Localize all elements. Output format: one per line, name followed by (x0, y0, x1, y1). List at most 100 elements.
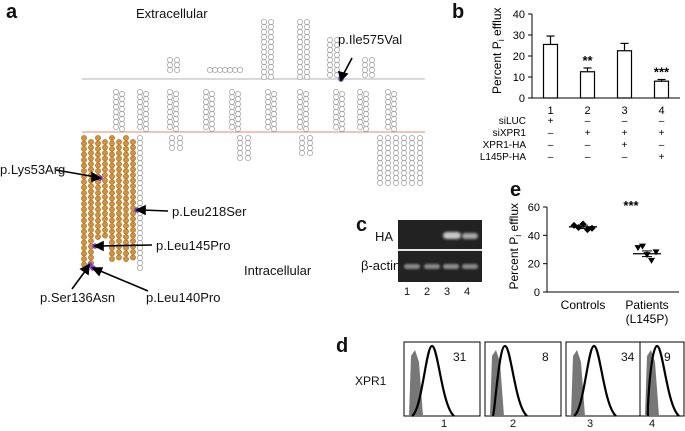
residue-nterm (88, 221, 94, 228)
residue-tm (363, 91, 369, 97)
residue-nterm (88, 188, 94, 195)
residue-tm (303, 121, 309, 127)
flow-lane-1: 1 (441, 418, 448, 430)
residue-nterm (130, 221, 136, 228)
residue-loop (177, 135, 183, 141)
residue-nterm (130, 144, 136, 151)
residue-tm (203, 89, 209, 95)
b-category-label: 4 (658, 105, 664, 117)
residue-loop (261, 59, 267, 65)
residue-tm (167, 104, 173, 110)
residue-nterm (81, 179, 87, 185)
residue-loop (237, 150, 243, 156)
residue-nterm (123, 217, 129, 224)
residue-loop (393, 175, 399, 181)
residue-nterm (123, 184, 129, 191)
residue-tm (363, 116, 369, 122)
flow-xpr1-curve (646, 344, 680, 417)
residue-loop (401, 180, 407, 186)
residue-tm (143, 121, 149, 127)
residue-nterm (102, 194, 108, 200)
residue-tm (297, 94, 303, 100)
residue-tm (235, 121, 241, 127)
residue-nterm (102, 166, 108, 173)
residue-loop (167, 67, 173, 73)
residue-nterm (95, 223, 101, 229)
residue-nterm (109, 234, 115, 240)
residue-nterm (123, 212, 129, 218)
residue-nterm (116, 166, 122, 173)
residue-tm (357, 119, 363, 125)
residue-nterm (116, 177, 122, 184)
residue-loop (401, 145, 407, 151)
residue-tm (143, 91, 149, 97)
residue-tm (209, 116, 215, 122)
b-condition-mark: – (585, 116, 591, 127)
residue-nterm (123, 162, 129, 169)
b-condition-mark: – (659, 116, 665, 127)
residue-tm (137, 200, 143, 206)
residue-nterm (102, 161, 108, 167)
residue-nterm (95, 184, 101, 191)
residue-nterm (109, 135, 115, 141)
blot-lane-1: 1 (404, 286, 411, 298)
residue-nterm (95, 151, 101, 158)
residue-loop (268, 39, 274, 45)
residue-loop (261, 24, 267, 30)
residue-loop (377, 155, 383, 161)
residue-loop (268, 54, 274, 60)
residue-nterm (116, 254, 122, 261)
residue-nterm (102, 210, 108, 217)
residue-tm (137, 235, 143, 241)
residue-nterm (81, 250, 87, 257)
residue-nterm (95, 195, 101, 202)
residue-loop (297, 69, 303, 75)
residue-nterm (130, 139, 136, 145)
residue-nterm (81, 201, 87, 207)
residue-tm (385, 109, 391, 115)
residue-nterm (95, 140, 101, 147)
residue-tm (271, 116, 277, 122)
residue-loop (304, 54, 310, 60)
residue-tm (385, 89, 391, 95)
ha-band-lane4 (462, 233, 478, 239)
residue-tm (137, 114, 143, 120)
residue-nterm (102, 139, 108, 145)
residue-nterm (95, 212, 101, 218)
residue-tm (339, 121, 345, 127)
residue-nterm (123, 135, 129, 141)
residue-loop (304, 19, 310, 25)
residue-tm (137, 145, 143, 151)
residue-nterm (102, 227, 108, 233)
residue-tm (113, 94, 119, 100)
ha-band-lane3 (443, 232, 461, 239)
residue-loop (385, 180, 391, 186)
e-ytick-label: 20 (528, 259, 540, 271)
residue-tm (235, 106, 241, 112)
b-condition-name: L145P-HA (480, 152, 526, 163)
residue-tm (265, 109, 271, 115)
flow-lane-4: 4 (649, 418, 656, 430)
residue-tm (137, 265, 143, 271)
intracellular-label: Intracellular (244, 263, 312, 278)
residue-nterm (123, 157, 129, 163)
residue-loop (401, 140, 407, 146)
residue-loop (401, 155, 407, 161)
residue-loop (304, 64, 310, 70)
residue-loop (385, 150, 391, 156)
residue-nterm (102, 155, 108, 162)
topology-diagram (55, 19, 425, 292)
residue-loop (297, 49, 303, 55)
residue-tm (297, 104, 303, 110)
residue-tm (137, 170, 143, 176)
residue-nterm (95, 157, 101, 163)
b-ytick-label: 30 (513, 30, 525, 42)
residue-nterm (130, 172, 136, 178)
residue-loop (268, 59, 274, 65)
residue-loop (401, 175, 407, 181)
residue-loop (393, 135, 399, 141)
residue-tm (137, 185, 143, 191)
residue-nterm (130, 249, 136, 255)
residue-tm (271, 101, 277, 107)
residue-loop (268, 64, 274, 70)
